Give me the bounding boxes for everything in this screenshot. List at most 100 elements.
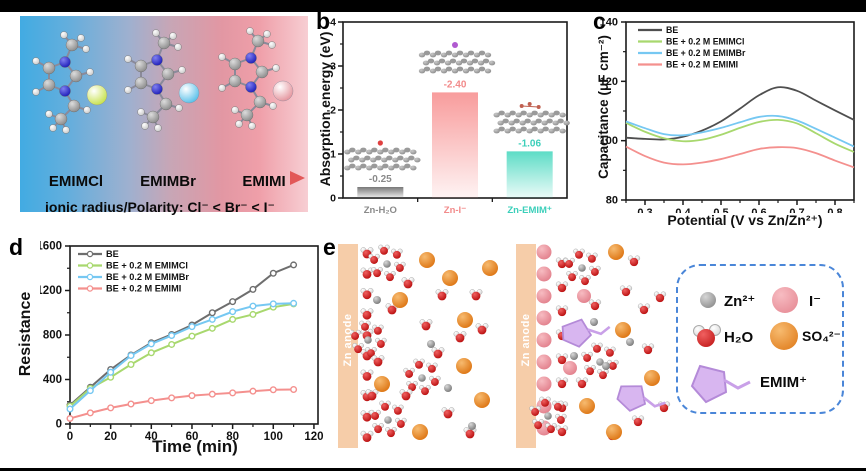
water-molecule <box>371 355 385 367</box>
water-molecule <box>641 343 655 355</box>
svg-text:0: 0 <box>67 431 73 440</box>
svg-text:0: 0 <box>56 419 62 431</box>
bar-Zn-H₂O <box>357 187 404 198</box>
water-molecule <box>406 381 418 392</box>
water-molecule <box>555 413 567 424</box>
sulfate-ion <box>482 260 498 276</box>
svg-text:BE + 0.2 M EMIMBr: BE + 0.2 M EMIMBr <box>106 272 189 282</box>
water-molecule <box>581 351 593 362</box>
water-molecule <box>555 353 569 365</box>
svg-text:Zn-H₂O: Zn-H₂O <box>364 205 397 216</box>
svg-text:BE + 0.2 M EMIMI: BE + 0.2 M EMIMI <box>106 284 181 294</box>
water-molecule <box>586 252 598 263</box>
panel-e-legend-box: Zn²⁺ I⁻ H₂O SO₄²⁻ EMIM⁺ <box>676 264 844 414</box>
sulfate-ion <box>442 270 458 286</box>
water-molecule <box>365 347 377 358</box>
zn-ion-icon <box>700 292 716 308</box>
iodide-ion <box>536 310 552 326</box>
molecule-label-emimbr: EMIMBr <box>140 173 196 190</box>
zn-anode-right <box>516 244 536 448</box>
zn-water-cluster <box>349 320 387 358</box>
water-molecule <box>532 419 544 430</box>
zn-ion <box>427 340 435 348</box>
sulfate-ion <box>644 370 660 386</box>
panel-c-x-axis-label: Potential (V vs Zn/Zn²⁺) <box>667 212 823 228</box>
sulfate-ion <box>392 292 408 308</box>
svg-text:BE: BE <box>106 249 119 259</box>
water-molecule <box>394 261 406 272</box>
svg-text:40: 40 <box>145 431 158 440</box>
series-line-BE + 0.2 M EMIMI <box>625 145 855 169</box>
water-molecule <box>529 405 541 416</box>
series-line-BE + 0.2 M EMIMCl <box>69 302 294 407</box>
legend-label-i: I⁻ <box>809 293 822 310</box>
panel-d-x-axis-label: Time (min) <box>152 437 238 456</box>
sulfate-ion <box>374 376 390 392</box>
water-molecule <box>360 369 374 381</box>
svg-text:Zn-EMIM⁺: Zn-EMIM⁺ <box>507 205 552 216</box>
top-black-strip <box>0 0 866 12</box>
zn-slab-cluster <box>418 42 496 74</box>
series-line-BE <box>625 86 855 141</box>
water-molecule <box>555 425 569 437</box>
water-molecule <box>378 244 390 255</box>
water-molecule <box>441 407 455 419</box>
zn-water-cluster <box>368 244 406 282</box>
series-line-BE <box>69 263 294 406</box>
water-molecule <box>399 389 413 401</box>
sulfate-ion <box>579 398 595 414</box>
water-molecule <box>552 400 564 411</box>
svg-text:80: 80 <box>226 431 239 440</box>
anion-sphere <box>272 80 294 102</box>
svg-text:20: 20 <box>104 431 117 440</box>
zn-anode-left <box>338 244 358 448</box>
water-molecule <box>372 324 384 335</box>
anion-sphere <box>86 84 108 106</box>
water-molecule <box>588 299 602 311</box>
water-molecule <box>360 267 374 279</box>
sulfate-ion <box>615 322 631 338</box>
iodide-ion <box>563 361 577 375</box>
water-molecule <box>579 275 591 286</box>
emim-molecule <box>218 27 294 130</box>
water-molecule <box>597 369 609 380</box>
iodide-ion <box>536 332 552 348</box>
series-line-BE + 0.2 M EMIMI <box>69 388 294 420</box>
iodide-ion <box>536 376 552 392</box>
water-molecule <box>391 248 403 259</box>
water-molecule <box>555 281 569 293</box>
series-line-BE + 0.2 M EMIMBr <box>69 302 294 410</box>
panel-c-letter: c <box>593 8 606 34</box>
water-molecule <box>563 257 575 268</box>
bar-Zn-I⁻ <box>432 92 478 198</box>
water-molecule <box>631 415 645 427</box>
svg-text:120: 120 <box>304 431 323 440</box>
zn-slab-cluster <box>344 140 421 171</box>
legend-label-so4: SO₄²⁻ <box>802 328 841 344</box>
svg-text:400: 400 <box>43 374 62 386</box>
zn-ion <box>468 422 476 430</box>
panel-a-molecules-svg <box>26 27 305 185</box>
svg-text:100: 100 <box>600 135 618 147</box>
panel-c-line-chart-svg: 0.3 0.4 0.5 0.6 0.7 0.8 80 100 120 140 BE BE + 0.2 … <box>600 17 855 213</box>
water-molecule <box>359 320 371 331</box>
water-molecule <box>475 323 489 335</box>
water-molecule <box>653 291 667 303</box>
water-molecule <box>657 401 671 413</box>
panel-b-letter: b <box>316 8 331 34</box>
zn-water-cluster <box>403 358 441 396</box>
water-molecule-icon <box>692 324 722 350</box>
water-molecule <box>371 267 383 278</box>
zn-water-cluster <box>581 342 619 380</box>
water-molecule <box>627 255 641 267</box>
water-molecule <box>435 289 449 301</box>
water-molecule <box>352 343 364 354</box>
water-molecule <box>349 329 361 340</box>
water-molecule <box>426 362 438 373</box>
svg-text:-3: -3 <box>327 61 336 73</box>
water-molecule <box>573 248 585 259</box>
svg-text:-0.25: -0.25 <box>369 174 392 185</box>
sulfate-ion <box>456 358 472 374</box>
panel-e-schematic-svg <box>338 244 671 448</box>
svg-text:80: 80 <box>606 195 618 207</box>
